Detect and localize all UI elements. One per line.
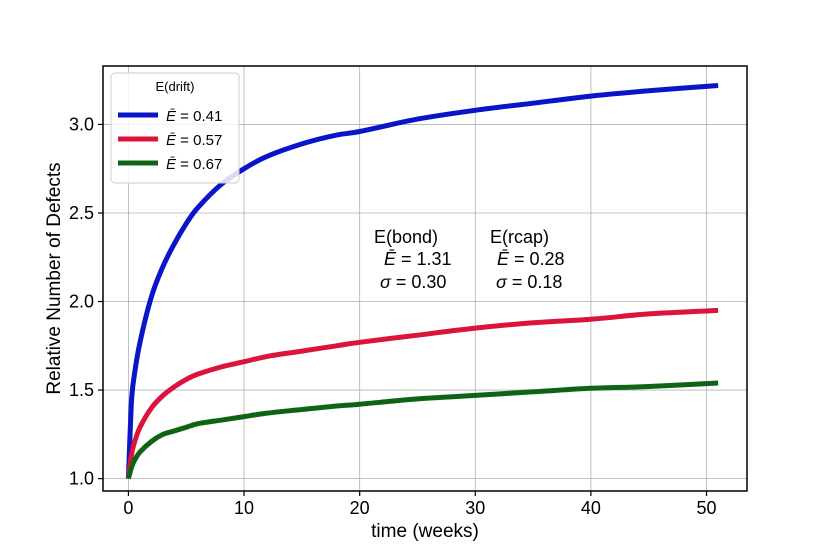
annotation-bond-sigma: σ = 0.30 bbox=[380, 272, 446, 292]
annotation-rcap: E(rcap) Ē = 0.28 σ = 0.18 bbox=[490, 227, 565, 292]
annotation-bond-mean-symbol: Ē bbox=[384, 249, 397, 269]
legend-label-value: = 0.57 bbox=[176, 132, 222, 149]
annotation-bond-mean: Ē = 1.31 bbox=[384, 249, 452, 269]
legend-entries: Ē = 0.41Ē = 0.57Ē = 0.67 bbox=[118, 108, 222, 173]
legend-label-value: = 0.41 bbox=[176, 108, 222, 125]
annotation-bond-mean-value: = 1.31 bbox=[396, 249, 452, 269]
annotation-rcap-mean-symbol: Ē bbox=[497, 249, 510, 269]
x-tick-label: 10 bbox=[234, 498, 254, 518]
y-tick-label: 3.0 bbox=[69, 114, 94, 134]
x-axis-ticks: 0 10 20 30 40 50 bbox=[123, 491, 717, 518]
plot-area-frame bbox=[102, 65, 748, 492]
series-line-2 bbox=[125, 380, 719, 480]
legend-label-1: Ē = 0.57 bbox=[166, 132, 222, 149]
legend-box bbox=[110, 72, 240, 184]
y-axis-ticks: 1.0 1.5 2.0 2.5 3.0 bbox=[69, 114, 103, 489]
legend-label-symbol: Ē bbox=[166, 132, 177, 149]
series-lines bbox=[125, 83, 719, 480]
y-tick-label: 2.0 bbox=[69, 292, 94, 312]
legend-label-symbol: Ē bbox=[166, 156, 177, 173]
legend: E(drift) Ē = 0.41Ē = 0.57Ē = 0.67 bbox=[110, 72, 240, 184]
x-tick-label: 30 bbox=[465, 498, 485, 518]
y-tick-label: 2.5 bbox=[69, 203, 94, 223]
series-line-1 bbox=[125, 307, 719, 479]
legend-label-symbol: Ē bbox=[166, 108, 177, 125]
x-tick-label: 0 bbox=[123, 498, 133, 518]
annotation-rcap-sigma-symbol: σ bbox=[496, 272, 508, 292]
annotation-rcap-header: E(rcap) bbox=[490, 227, 549, 247]
annotation-bond-header: E(bond) bbox=[374, 227, 438, 247]
annotation-bond: E(bond) Ē = 1.31 σ = 0.30 bbox=[374, 227, 452, 292]
x-tick-label: 20 bbox=[350, 498, 370, 518]
x-tick-label: 40 bbox=[581, 498, 601, 518]
legend-label-0: Ē = 0.41 bbox=[166, 108, 222, 125]
legend-label-2: Ē = 0.67 bbox=[166, 156, 222, 173]
x-axis-label: time (weeks) bbox=[371, 521, 479, 542]
legend-title: E(drift) bbox=[156, 79, 195, 94]
annotation-bond-sigma-value: = 0.30 bbox=[391, 272, 447, 292]
y-tick-label: 1.5 bbox=[69, 380, 94, 400]
legend-label-value: = 0.67 bbox=[176, 156, 222, 173]
y-tick-label: 1.0 bbox=[69, 469, 94, 489]
y-axis-label: Relative Number of Defects bbox=[44, 162, 65, 394]
annotation-bond-sigma-symbol: σ bbox=[380, 272, 392, 292]
series-line-0 bbox=[125, 83, 719, 479]
annotation-rcap-mean-value: = 0.28 bbox=[509, 249, 565, 269]
annotation-rcap-sigma: σ = 0.18 bbox=[496, 272, 562, 292]
x-tick-label: 50 bbox=[697, 498, 717, 518]
annotation-rcap-mean: Ē = 0.28 bbox=[497, 249, 565, 269]
annotation-rcap-sigma-value: = 0.18 bbox=[507, 272, 563, 292]
